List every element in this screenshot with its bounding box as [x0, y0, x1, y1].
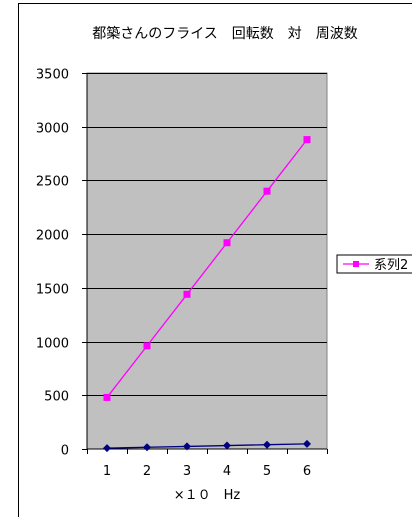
- legend-label: 系列2: [374, 258, 408, 273]
- data-point: [183, 442, 191, 451]
- series-layer: [103, 136, 311, 453]
- data-point: [303, 136, 311, 144]
- y-tick-label: 1000: [36, 337, 69, 352]
- gridlines: [87, 73, 327, 396]
- data-point: [263, 440, 271, 449]
- x-tick-label: 1: [103, 464, 111, 479]
- series-line: [106, 443, 308, 449]
- axes: [86, 73, 327, 450]
- chart-area-border: [18, 3, 412, 517]
- plot-area: [86, 72, 328, 450]
- y-tick-label: 2000: [36, 229, 69, 244]
- x-axis-ticks: 1 2 3 4 5 6: [87, 449, 328, 479]
- legend-marker: [353, 261, 359, 267]
- x-tick-label: 2: [143, 464, 151, 479]
- y-tick-label: 3500: [36, 68, 69, 83]
- y-tick-label: 0: [61, 444, 69, 459]
- data-point: [143, 443, 151, 452]
- x-axis-label: ×１０ Hz: [174, 488, 241, 503]
- y-tick-label: 3000: [36, 122, 69, 137]
- legend-box: [336, 254, 412, 274]
- data-point: [263, 187, 271, 195]
- y-tick-label: 1500: [36, 283, 69, 298]
- x-tick-label: 6: [303, 464, 311, 479]
- data-point: [303, 439, 311, 448]
- data-point: [183, 290, 191, 298]
- y-axis-ticks: 0 500 1000 1500 2000 2500 3000 3500: [36, 68, 87, 459]
- data-point: [103, 444, 111, 453]
- data-point: [223, 239, 231, 247]
- data-point: [143, 342, 151, 350]
- data-point: [103, 393, 111, 401]
- x-tick-label: 5: [263, 464, 271, 479]
- x-tick-label: 3: [183, 464, 191, 479]
- x-tick-label: 4: [223, 464, 231, 479]
- data-point: [223, 441, 231, 450]
- series-line: [106, 139, 308, 398]
- legend: 系列2: [336, 254, 412, 274]
- y-tick-label: 2500: [36, 175, 69, 190]
- chart-title: 都築さんのフライス 回転数 対 周波数: [92, 26, 358, 42]
- y-tick-label: 500: [44, 390, 69, 405]
